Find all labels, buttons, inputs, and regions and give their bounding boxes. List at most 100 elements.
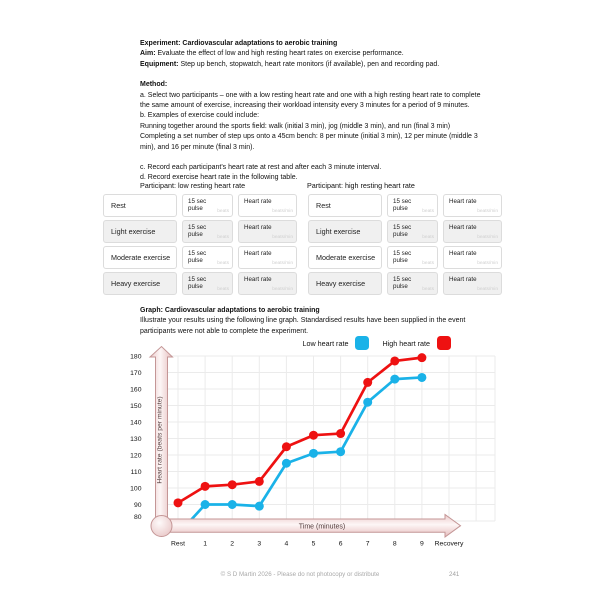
legend-swatch-high-icon	[437, 336, 451, 350]
table-row: Moderate exercise 15 sec pulse beats Heart …	[308, 246, 502, 269]
table-cell-15sec-pulse[interactable]: 15 sec pulse beats	[182, 246, 233, 269]
data-point	[417, 372, 427, 382]
experiment-title: Experiment: Cardiovascular adaptations t…	[140, 40, 338, 47]
series-low-heart-rate	[190, 372, 427, 519]
legend-swatch-low-icon	[355, 336, 370, 350]
table-cell-heart-rate[interactable]: Heart rate beats/min	[238, 272, 297, 295]
table-cell-heart-rate[interactable]: Heart rate beats/min	[443, 220, 502, 243]
series-high-heart-rate	[173, 353, 427, 508]
table-row: Heavy exercise 15 sec pulse beats Heart rat…	[308, 272, 502, 295]
y-tick-label: 130	[130, 436, 142, 443]
table-row: Light exercise 15 sec pulse beats Heart rat…	[103, 220, 297, 243]
chart-legend: Low heart rate High heart rate	[302, 336, 451, 350]
legend-label-low: Low heart rate	[302, 338, 349, 348]
chart-series	[173, 353, 427, 519]
y-tick-label: 80	[134, 514, 142, 521]
table-cell-stage-label: Light exercise	[308, 220, 382, 243]
y-axis-title: Heart rate (beats per minute)	[157, 396, 164, 483]
y-tick-label: 110	[131, 469, 142, 476]
table-cell-15sec-pulse[interactable]: 15 sec pulse beats	[387, 220, 438, 243]
table-cell-15sec-pulse[interactable]: 15 sec pulse beats	[182, 194, 233, 217]
method-heading: Method:	[140, 81, 168, 89]
method-step: c. Record each participant's heart rate …	[140, 164, 382, 172]
data-point	[363, 377, 373, 387]
data-point	[336, 447, 346, 457]
x-tick-label: 8	[393, 541, 397, 548]
table-cell-15sec-pulse[interactable]: 15 sec pulse beats	[182, 272, 233, 295]
table-title-high: Participant: high resting heart rate	[307, 181, 415, 190]
y-tick-label: 100	[130, 485, 142, 492]
data-point	[281, 442, 291, 452]
graph-title: Graph: Cardiovascular adaptations to aer…	[140, 307, 320, 314]
chart-axes: Time (minutes) Heart rate (beats per minu…	[148, 345, 462, 538]
table-cell-stage-label: Light exercise	[103, 220, 177, 243]
graph-text-block: Graph: Cardiovascular adaptations to aer…	[140, 306, 488, 337]
axis-origin-icon	[150, 515, 173, 537]
table-cell-15sec-pulse[interactable]: 15 sec pulse beats	[387, 272, 438, 295]
data-point	[254, 476, 264, 486]
x-tick-label: 9	[420, 541, 424, 548]
equipment-line: Equipment: Step up bench, stopwatch, hea…	[140, 60, 440, 68]
table-cell-15sec-pulse[interactable]: 15 sec pulse beats	[387, 194, 438, 217]
chart-gridlines	[167, 355, 496, 522]
table-cell-heart-rate[interactable]: Heart rate beats/min	[238, 220, 297, 243]
aim-line: Aim: Evaluate the effect of low and high…	[140, 50, 404, 58]
table-cell-15sec-pulse[interactable]: 15 sec pulse beats	[387, 246, 438, 269]
method-steps: a. Select two participants – one with a …	[140, 91, 484, 184]
table-cell-15sec-pulse[interactable]: 15 sec pulse beats	[182, 220, 233, 243]
y-tick-label: 90	[134, 502, 142, 509]
table-cell-stage-label: Heavy exercise	[308, 272, 382, 295]
x-axis-title: Time (minutes)	[299, 523, 345, 530]
data-point	[336, 429, 346, 439]
x-tick-label: Recovery	[435, 541, 464, 548]
method-step: b. Examples of exercise could include:	[140, 112, 260, 120]
x-tick-label: 6	[339, 541, 343, 548]
table-cell-heart-rate[interactable]: Heart rate beats/min	[443, 272, 502, 295]
table-cell-heart-rate[interactable]: Heart rate beats/min	[443, 246, 502, 269]
table-cell-stage-label: Moderate exercise	[103, 246, 177, 269]
table-cell-heart-rate[interactable]: Heart rate beats/min	[443, 194, 502, 217]
data-point	[227, 500, 237, 509]
y-tick-label: 160	[130, 386, 142, 393]
x-tick-label: 7	[366, 541, 370, 548]
data-point	[390, 356, 400, 366]
x-tick-label: 1	[203, 541, 207, 548]
y-axis-arrow-icon	[148, 345, 174, 527]
table-cell-heart-rate[interactable]: Heart rate beats/min	[238, 246, 297, 269]
x-tick-label: 5	[312, 541, 316, 548]
chart-tick-labels: 80 90 100 110 120 130 140 150 160 170 180 Rest 1 2 3 4 5…	[130, 353, 464, 547]
y-tick-label: 170	[130, 370, 142, 377]
y-tick-label: 180	[130, 353, 142, 360]
data-point	[200, 500, 210, 509]
table-title-low: Participant: low resting heart rate	[140, 181, 246, 190]
x-tick-label: 4	[285, 541, 289, 548]
x-tick-label: 3	[257, 541, 261, 548]
graph-description: Illustrate your results using the follow…	[140, 317, 466, 335]
y-tick-label: 120	[130, 452, 142, 459]
footer-page-number: 241	[449, 571, 460, 578]
table-cell-stage-label: Rest	[308, 194, 382, 217]
method-step: Completing a set number of step ups onto…	[140, 133, 478, 151]
table-cell-stage-label: Heavy exercise	[103, 272, 177, 295]
table-cell-stage-label: Moderate exercise	[308, 246, 382, 269]
x-tick-label: Rest	[171, 541, 185, 548]
data-point	[363, 397, 373, 407]
table-row: Moderate exercise 15 sec pulse beats Heart …	[103, 246, 297, 269]
method-step: d. Record exercise heart rate in the fol…	[140, 174, 298, 182]
data-point	[173, 498, 183, 508]
table-high-resting-heart-rate: Rest 15 sec pulse beats Heart rate beats/min…	[308, 194, 502, 298]
data-point	[309, 430, 318, 440]
data-point	[200, 481, 210, 491]
method-step: Running together around the sports field…	[140, 122, 451, 130]
table-low-resting-heart-rate: Rest 15 sec pulse beats Heart rate beats/min…	[103, 194, 297, 298]
table-row: Light exercise 15 sec pulse beats Heart rat…	[308, 220, 502, 243]
data-point	[417, 353, 427, 363]
table-cell-heart-rate[interactable]: Heart rate beats/min	[238, 194, 297, 217]
experiment-text-block: Experiment: Cardiovascular adaptations t…	[140, 39, 484, 184]
data-point	[227, 480, 237, 490]
data-point	[254, 501, 264, 511]
data-point	[309, 448, 318, 458]
footer-copyright: © S D Martin 2026 - Please do not photoc…	[220, 571, 380, 578]
line-chart: Time (minutes) Heart rate (beats per minu…	[130, 345, 496, 548]
